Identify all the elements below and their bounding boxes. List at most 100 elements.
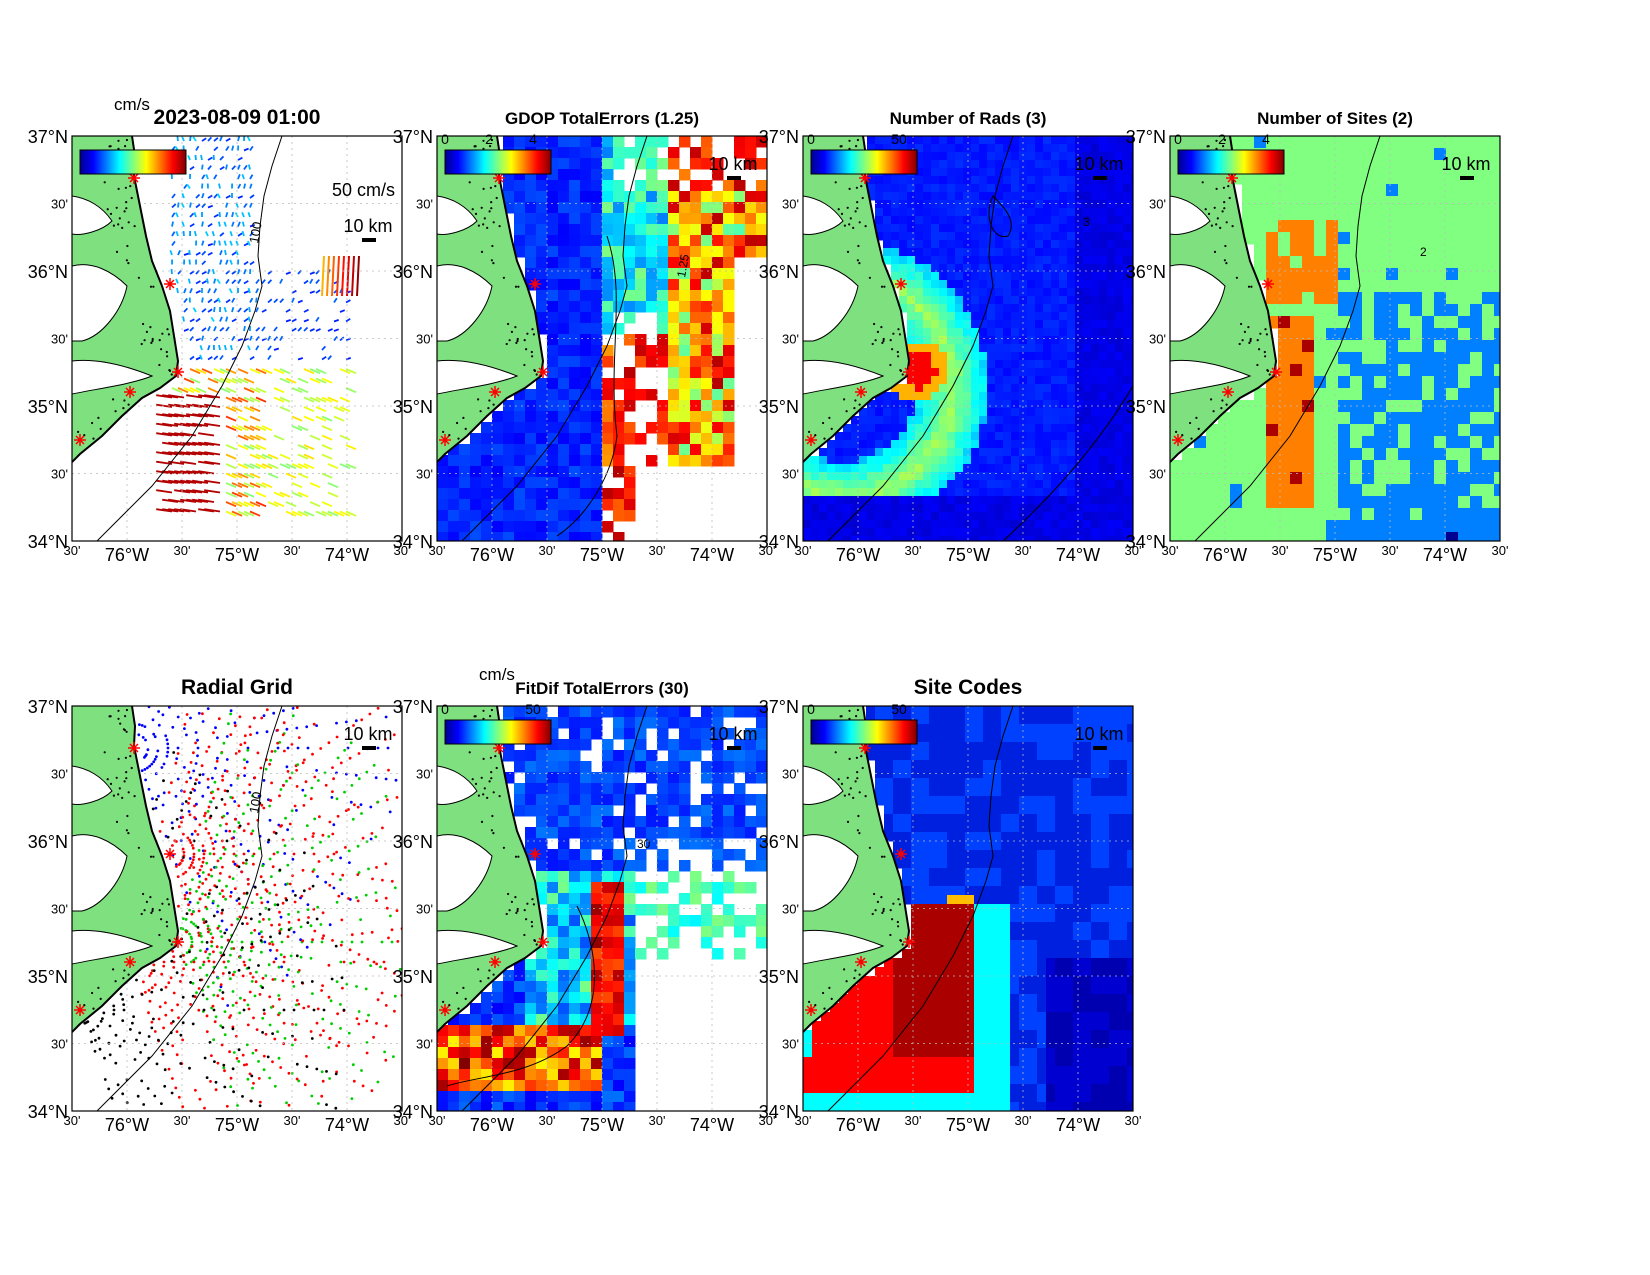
radial-grid-point	[137, 733, 141, 737]
field-cell	[899, 136, 908, 145]
radial-grid-point	[233, 862, 237, 866]
field-cell	[1326, 316, 1339, 329]
radial-grid-point	[201, 794, 205, 798]
field-cell	[1003, 424, 1012, 433]
field-cell	[1075, 408, 1084, 417]
field-cell	[931, 440, 940, 449]
current-vector	[309, 278, 314, 284]
radial-grid-point	[337, 894, 341, 898]
field-cell	[1386, 376, 1399, 389]
field-cell	[883, 144, 892, 153]
field-cell	[1398, 364, 1411, 377]
field-cell	[1338, 508, 1351, 521]
field-cell	[591, 235, 603, 247]
field-cell	[1043, 464, 1052, 473]
current-vector	[193, 212, 197, 218]
field-cell	[1362, 316, 1375, 329]
field-cell	[1170, 484, 1183, 497]
current-vector	[321, 510, 333, 517]
field-cell	[931, 224, 940, 233]
field-cell	[448, 444, 460, 456]
field-cell	[1314, 364, 1327, 377]
current-vector	[303, 453, 315, 460]
coast-dot	[1222, 186, 1225, 189]
field-cell	[931, 464, 940, 473]
field-cell	[1011, 304, 1020, 313]
field-cell	[1218, 448, 1231, 461]
field-cell	[1350, 268, 1363, 281]
field-cell	[907, 304, 916, 313]
current-vector	[267, 270, 273, 275]
current-vector	[327, 396, 339, 403]
current-vector	[237, 268, 241, 275]
field-cell	[1083, 256, 1092, 265]
current-vector	[285, 271, 292, 275]
field-cell	[558, 246, 570, 258]
isobath-line	[96, 136, 283, 541]
coast-dot	[145, 330, 148, 333]
field-cell	[987, 480, 996, 489]
field-cell	[963, 200, 972, 209]
field-cell	[1123, 520, 1132, 529]
field-cell	[931, 208, 940, 217]
radial-grid-point	[208, 888, 212, 892]
field-cell	[547, 510, 559, 522]
field-cell	[1362, 364, 1375, 377]
field-cell	[690, 191, 702, 203]
field-cell	[1107, 312, 1116, 321]
field-cell	[891, 448, 900, 457]
current-vector	[189, 202, 192, 208]
field-cell	[1290, 412, 1303, 425]
radial-grid-point	[223, 1033, 227, 1037]
field-cell	[1091, 248, 1100, 257]
field-cell	[1019, 304, 1028, 313]
radial-grid-point	[295, 999, 299, 1002]
field-cell	[602, 411, 614, 423]
current-vector	[174, 413, 191, 418]
field-cell	[1059, 360, 1068, 369]
field-cell	[514, 433, 526, 445]
field-cell	[939, 536, 948, 541]
field-cell	[1067, 368, 1076, 377]
field-cell	[907, 320, 916, 329]
field-cell	[1083, 280, 1092, 289]
current-vector	[297, 453, 309, 460]
field-cell	[1398, 352, 1411, 365]
field-cell	[1003, 184, 1012, 193]
field-cell	[1374, 160, 1387, 173]
current-vector	[170, 268, 173, 275]
field-cell	[514, 246, 526, 258]
field-cell	[580, 268, 592, 280]
field-cell	[701, 334, 713, 346]
field-cell	[558, 488, 570, 500]
field-cell	[1338, 388, 1351, 401]
field-cell	[931, 336, 940, 345]
field-cell	[995, 368, 1004, 377]
field-cell	[939, 416, 948, 425]
coast-dot	[896, 350, 899, 354]
field-cell	[1338, 208, 1351, 221]
field-cell	[979, 192, 988, 201]
field-cell	[1302, 280, 1315, 293]
radial-grid-point	[223, 803, 227, 806]
radial-grid-point	[270, 1006, 273, 1009]
radial-grid-point	[371, 877, 374, 881]
radial-grid-point	[356, 844, 360, 848]
field-cell	[514, 235, 526, 247]
field-cell	[1043, 192, 1052, 201]
radial-grid-point	[306, 903, 310, 906]
field-cell	[503, 499, 515, 511]
field-cell	[931, 304, 940, 313]
field-cell	[1206, 472, 1219, 485]
field-cell	[756, 136, 767, 148]
current-vector	[241, 230, 245, 237]
field-cell	[1131, 384, 1133, 393]
current-vector	[231, 377, 243, 384]
field-cell	[1051, 280, 1060, 289]
field-cell	[931, 400, 940, 409]
radial-grid-point	[327, 835, 331, 838]
field-cell	[470, 499, 482, 511]
field-cell	[971, 456, 980, 465]
radial-grid-point	[285, 765, 289, 769]
radial-grid-point	[150, 762, 154, 766]
